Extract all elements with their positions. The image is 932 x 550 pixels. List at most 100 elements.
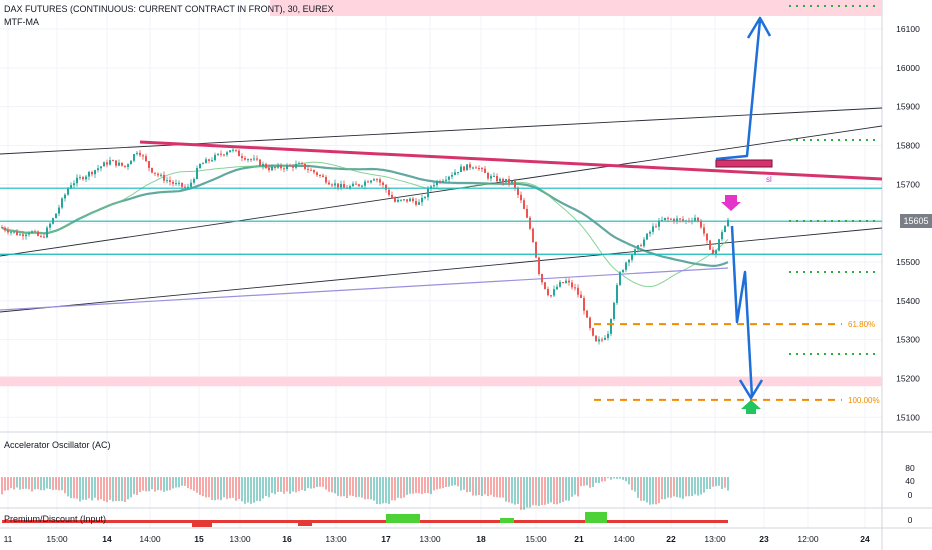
candle-body [73,183,75,186]
bearish-projection-arrow [730,225,754,398]
candle-body [583,298,585,311]
candle-body [229,150,231,153]
time-axis-label: 15:00 [525,534,547,544]
candle-body [412,198,414,202]
ac-scale-label: 80 [905,463,915,473]
candle-body [277,165,279,168]
candle-body [655,226,657,228]
time-axis-label: 13:00 [325,534,347,544]
candle-body [199,163,201,169]
candle-body [145,156,147,162]
candle-body [43,236,45,238]
price-axis-label: 15800 [896,140,920,150]
candle-body [619,272,621,286]
candle-body [172,181,174,184]
candle-body [508,178,510,183]
axes: 1610016000159001580015700155001540015300… [4,24,921,544]
moving-averages [0,161,729,311]
candle-body [631,254,633,260]
candle-body [571,282,573,288]
candle-body [448,176,450,180]
candle-body [133,154,135,161]
candle-body [421,197,423,203]
candle-body [727,219,729,227]
candle-body [703,227,705,234]
candle-body [40,235,42,237]
channel-upper-line [0,107,883,155]
candle-body [598,339,600,342]
candle-body [334,183,336,186]
time-axis-label: 24 [860,534,870,544]
candle-body [169,180,171,182]
candle-body [658,220,660,227]
candle-body [265,163,267,168]
candle-body [502,178,504,183]
candle-body [79,177,81,179]
indicator-label: MTF-MA [4,17,39,27]
candle-body [259,159,261,166]
candle-body [445,179,447,181]
candle-body [646,233,648,240]
candle-body [718,239,720,251]
candle-body [481,168,483,170]
candle-body [1,227,3,229]
price-axis-label: 15100 [896,412,920,422]
candle-body [340,183,342,188]
candle-body [121,162,123,166]
price-axis-label: 15900 [896,102,920,112]
candle-body [109,160,111,165]
candle-body [7,230,9,233]
discount-segment [192,520,212,527]
candle-body [562,282,564,284]
candle-body [556,286,558,290]
candle-body [298,163,300,165]
candle-body [451,174,453,177]
candle-body [184,186,186,188]
candle-body [640,245,642,247]
candle-body [496,175,498,182]
candle-body [343,183,345,188]
candle-body [625,262,627,270]
premium-segment [585,512,607,523]
channel-lower-line [0,227,883,313]
candle-body [136,152,138,155]
candle-body [430,186,432,189]
candle-body [283,168,285,170]
time-axis-label: 11 [4,534,13,544]
candle-body [19,234,21,236]
bearish-arrowhead [738,379,764,400]
candle-body [262,163,264,166]
candle-body [499,178,501,182]
candle-body [178,182,180,184]
demand-zone [0,376,882,387]
candle-body [190,182,192,187]
candle-body [217,153,219,155]
candle-body [112,160,114,162]
candle-body [319,175,321,177]
candle-body [520,194,522,201]
candle-body [484,168,486,173]
candle-body [16,231,18,236]
candle-body [154,172,156,174]
time-axis-label: 12:00 [797,534,819,544]
candle-body [76,177,78,184]
candle-body [472,167,474,169]
candle-body [595,335,597,342]
candle-body [505,178,507,183]
candle-body [115,160,117,166]
candle-body [64,194,66,199]
candle-body [667,217,669,219]
channel-mid-line [0,125,883,257]
candle-body [469,164,471,168]
candle-body [670,218,672,220]
candle-body [58,207,60,214]
candle-body [664,217,666,221]
candle-body [25,234,27,237]
time-axis-label: 15 [194,534,204,544]
stop-loss-box [715,159,773,168]
candle-body [649,231,651,234]
candle-body [661,220,663,222]
